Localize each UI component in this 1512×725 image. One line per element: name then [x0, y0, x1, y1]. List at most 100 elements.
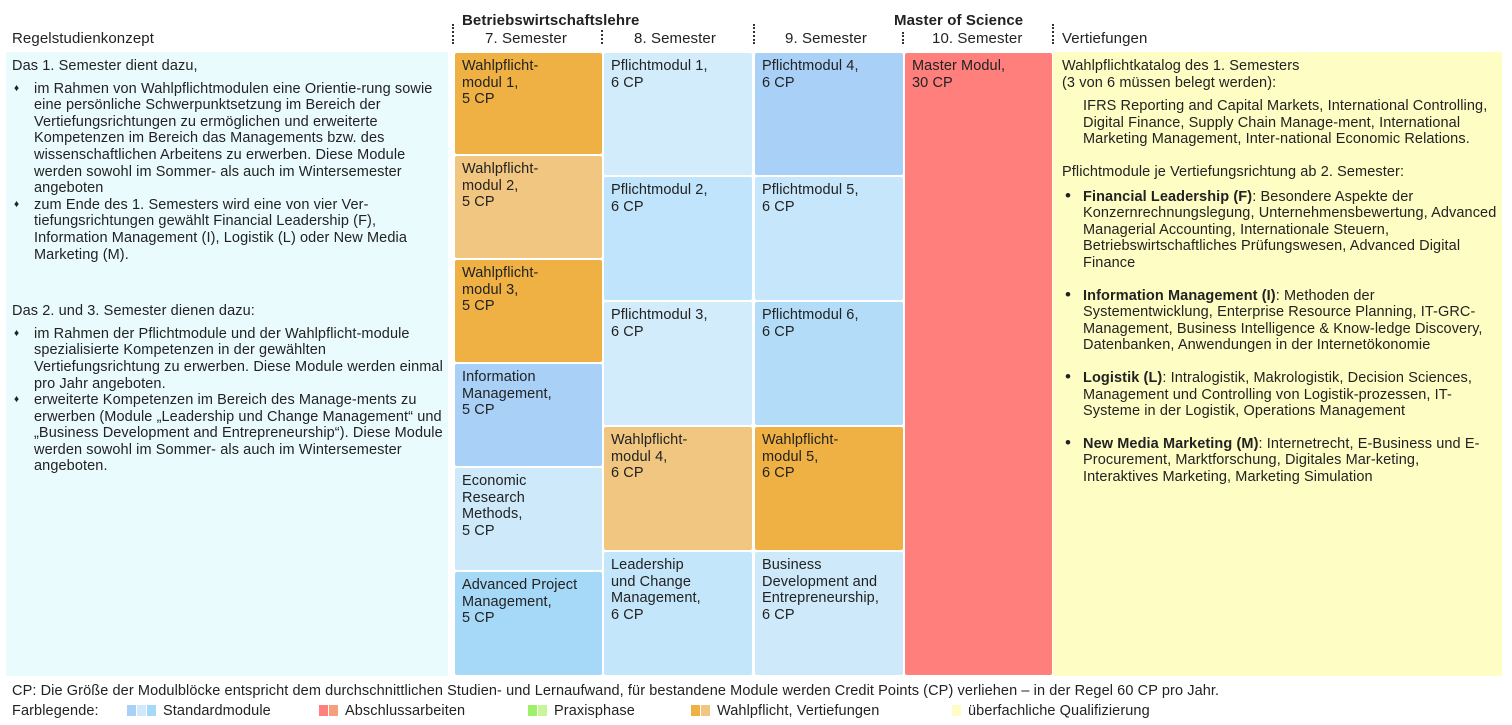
- module-label-line: 5 CP: [462, 402, 495, 419]
- legend-color-swatch: [147, 705, 156, 716]
- module-label-line: und Change: [611, 573, 692, 590]
- header-sem8: 8. Semester: [634, 30, 716, 47]
- module-label-line: Pflichtmodul 5,: [762, 182, 859, 198]
- left-intro-1: Das 1. Semester dient dazu,: [12, 58, 198, 74]
- module-label-line: 6 CP: [611, 323, 644, 340]
- module-cell: Pflichtmodul 2, 6 CP: [603, 176, 753, 301]
- right-intro-2: Pflichtmodule je Vertiefungsrichtung ab …: [1062, 163, 1405, 180]
- module-cell: Wahlpflicht-modul 2, 5 CP: [454, 155, 603, 259]
- module-cell: Master Modul, 30 CP: [904, 52, 1053, 676]
- header-divider: [753, 24, 755, 44]
- vertiefung-name: Logistik (L): [1083, 369, 1163, 386]
- vertiefung-item: Logistik (L): Intralogistik, Makrologist…: [1062, 369, 1498, 420]
- module-label-line: Wahlpflicht-: [462, 265, 539, 281]
- legend-swatch: [319, 703, 339, 719]
- module-label-line: Research: [462, 489, 525, 506]
- legend-title: Farblegende:: [12, 703, 99, 719]
- header-sem10: 10. Semester: [932, 30, 1023, 47]
- module-cell: Advanced Project Management, 5 CP: [454, 571, 603, 676]
- module-label-line: Leadership: [611, 557, 684, 573]
- legend-praxis: Praxisphase: [528, 703, 635, 719]
- header-msc: Master of Science: [894, 12, 1024, 29]
- legend-color-swatch: [528, 705, 537, 716]
- left-bullet: im Rahmen der Pflichtmodule und der Wahl…: [12, 326, 452, 392]
- vertiefung-item: Information Management (I): Methoden der…: [1062, 287, 1498, 354]
- module-cell: Wahlpflicht-modul 4, 6 CP: [603, 426, 753, 551]
- module-cell: Business Development and Entrepreneurship,…: [754, 551, 904, 676]
- header-divider: [1052, 24, 1054, 44]
- module-cell: Wahlpflicht-modul 3, 5 CP: [454, 259, 603, 363]
- legend-abschluss: Abschlussarbeiten: [319, 703, 465, 719]
- left-bullet: im Rahmen von Wahlpflichtmodulen eine Or…: [12, 81, 452, 197]
- module-cell: Pflichtmodul 6, 6 CP: [754, 301, 904, 426]
- vertiefung-name: New Media Marketing (M): [1083, 435, 1259, 452]
- module-label-line: Entrepreneurship,: [762, 590, 879, 607]
- module-label-line: Wahlpflicht-: [611, 432, 688, 448]
- module-label-line: 6 CP: [762, 465, 795, 482]
- module-label-line: Wahlpflicht-: [462, 161, 539, 177]
- module-label-line: 5 CP: [462, 522, 495, 539]
- module-label-line: 6 CP: [762, 74, 795, 91]
- module-label-line: 6 CP: [762, 198, 795, 215]
- legend-standard: Standardmodule: [127, 703, 271, 719]
- module-label-line: modul 2,: [462, 177, 519, 194]
- module-label-line: Wahlpflicht-: [762, 432, 839, 448]
- module-label-line: 6 CP: [762, 323, 795, 340]
- header-vertiefungen: Vertiefungen: [1062, 30, 1148, 47]
- legend-color-swatch: [538, 705, 547, 716]
- module-label-line: Pflichtmodul 2,: [611, 182, 708, 198]
- module-label-line: modul 3,: [462, 281, 519, 298]
- vertiefung-text: : Methoden der Systementwicklung, Enterp…: [1083, 287, 1483, 354]
- right-panel-text: Wahlpflichtkatalog des 1. Semesters (3 v…: [1062, 58, 1498, 501]
- module-label-line: 5 CP: [462, 298, 495, 315]
- module-label-line: Pflichtmodul 4,: [762, 58, 859, 74]
- module-cell: Economic Research Methods, 5 CP: [454, 467, 603, 571]
- right-catalog: IFRS Reporting and Capital Markets, Inte…: [1083, 98, 1488, 148]
- legend-color-swatch: [952, 705, 961, 716]
- vertiefung-item: New Media Marketing (M): Internetrecht, …: [1062, 435, 1498, 486]
- legend-swatch: [127, 703, 157, 719]
- module-label-line: Economic: [462, 473, 527, 489]
- left-bullet: zum Ende des 1. Semesters wird eine von …: [12, 197, 452, 263]
- legend-swatch: [528, 703, 548, 719]
- legend-wahlpflicht: Wahlpflicht, Vertiefungen: [691, 703, 879, 719]
- right-panel: [1053, 52, 1502, 676]
- cp-note: CP: Die Größe der Modulblöcke entspricht…: [12, 683, 1220, 699]
- module-label-line: Pflichtmodul 6,: [762, 307, 859, 323]
- header-sem7: 7. Semester: [485, 30, 567, 47]
- module-label-line: 5 CP: [462, 194, 495, 211]
- vertiefung-text: : Besondere Aspekte der Konzernrechnungs…: [1083, 188, 1497, 271]
- module-cell: Information Management, 5 CP: [454, 363, 603, 467]
- module-label-line: Advanced Project: [462, 577, 578, 593]
- module-cell: Pflichtmodul 3, 6 CP: [603, 301, 753, 426]
- module-label-line: Pflichtmodul 1,: [611, 58, 708, 74]
- left-bullets-1: im Rahmen von Wahlpflichtmodulen eine Or…: [12, 81, 452, 264]
- legend-ueberfachlich: überfachliche Qualifizierung: [952, 703, 1150, 719]
- module-label-line: Information: [462, 369, 536, 385]
- module-label-line: 6 CP: [611, 465, 644, 482]
- header-bwl: Betriebswirtschaftslehre: [462, 12, 640, 29]
- module-label-line: Development and: [762, 573, 878, 590]
- header-divider: [452, 24, 454, 44]
- module-label-line: 5 CP: [462, 610, 495, 627]
- module-label-line: Pflichtmodul 3,: [611, 307, 708, 323]
- module-label-line: Methods,: [462, 506, 523, 523]
- legend-color-swatch: [691, 705, 700, 716]
- right-intro-1: Wahlpflichtkatalog des 1. Semesters: [1062, 58, 1300, 74]
- legend-color-swatch: [137, 705, 146, 716]
- module-label-line: modul 4,: [611, 448, 668, 465]
- module-label-line: modul 1,: [462, 74, 519, 91]
- left-intro-2: Das 2. und 3. Semester dienen dazu:: [12, 303, 255, 320]
- vertiefung-list: Financial Leadership (F): Besondere Aspe…: [1062, 188, 1498, 486]
- legend-swatch: [691, 703, 711, 719]
- module-cell: Pflichtmodul 4, 6 CP: [754, 52, 904, 176]
- module-cell: Pflichtmodul 1, 6 CP: [603, 52, 753, 176]
- vertiefung-item: Financial Leadership (F): Besondere Aspe…: [1062, 188, 1498, 272]
- header-divider: [902, 32, 904, 44]
- module-label-line: Wahlpflicht-: [462, 58, 539, 74]
- module-label-line: 5 CP: [462, 91, 495, 108]
- module-label-line: Management,: [462, 385, 552, 402]
- module-label-line: Management,: [462, 593, 552, 610]
- header-divider: [601, 30, 603, 44]
- legend-color-swatch: [701, 705, 710, 716]
